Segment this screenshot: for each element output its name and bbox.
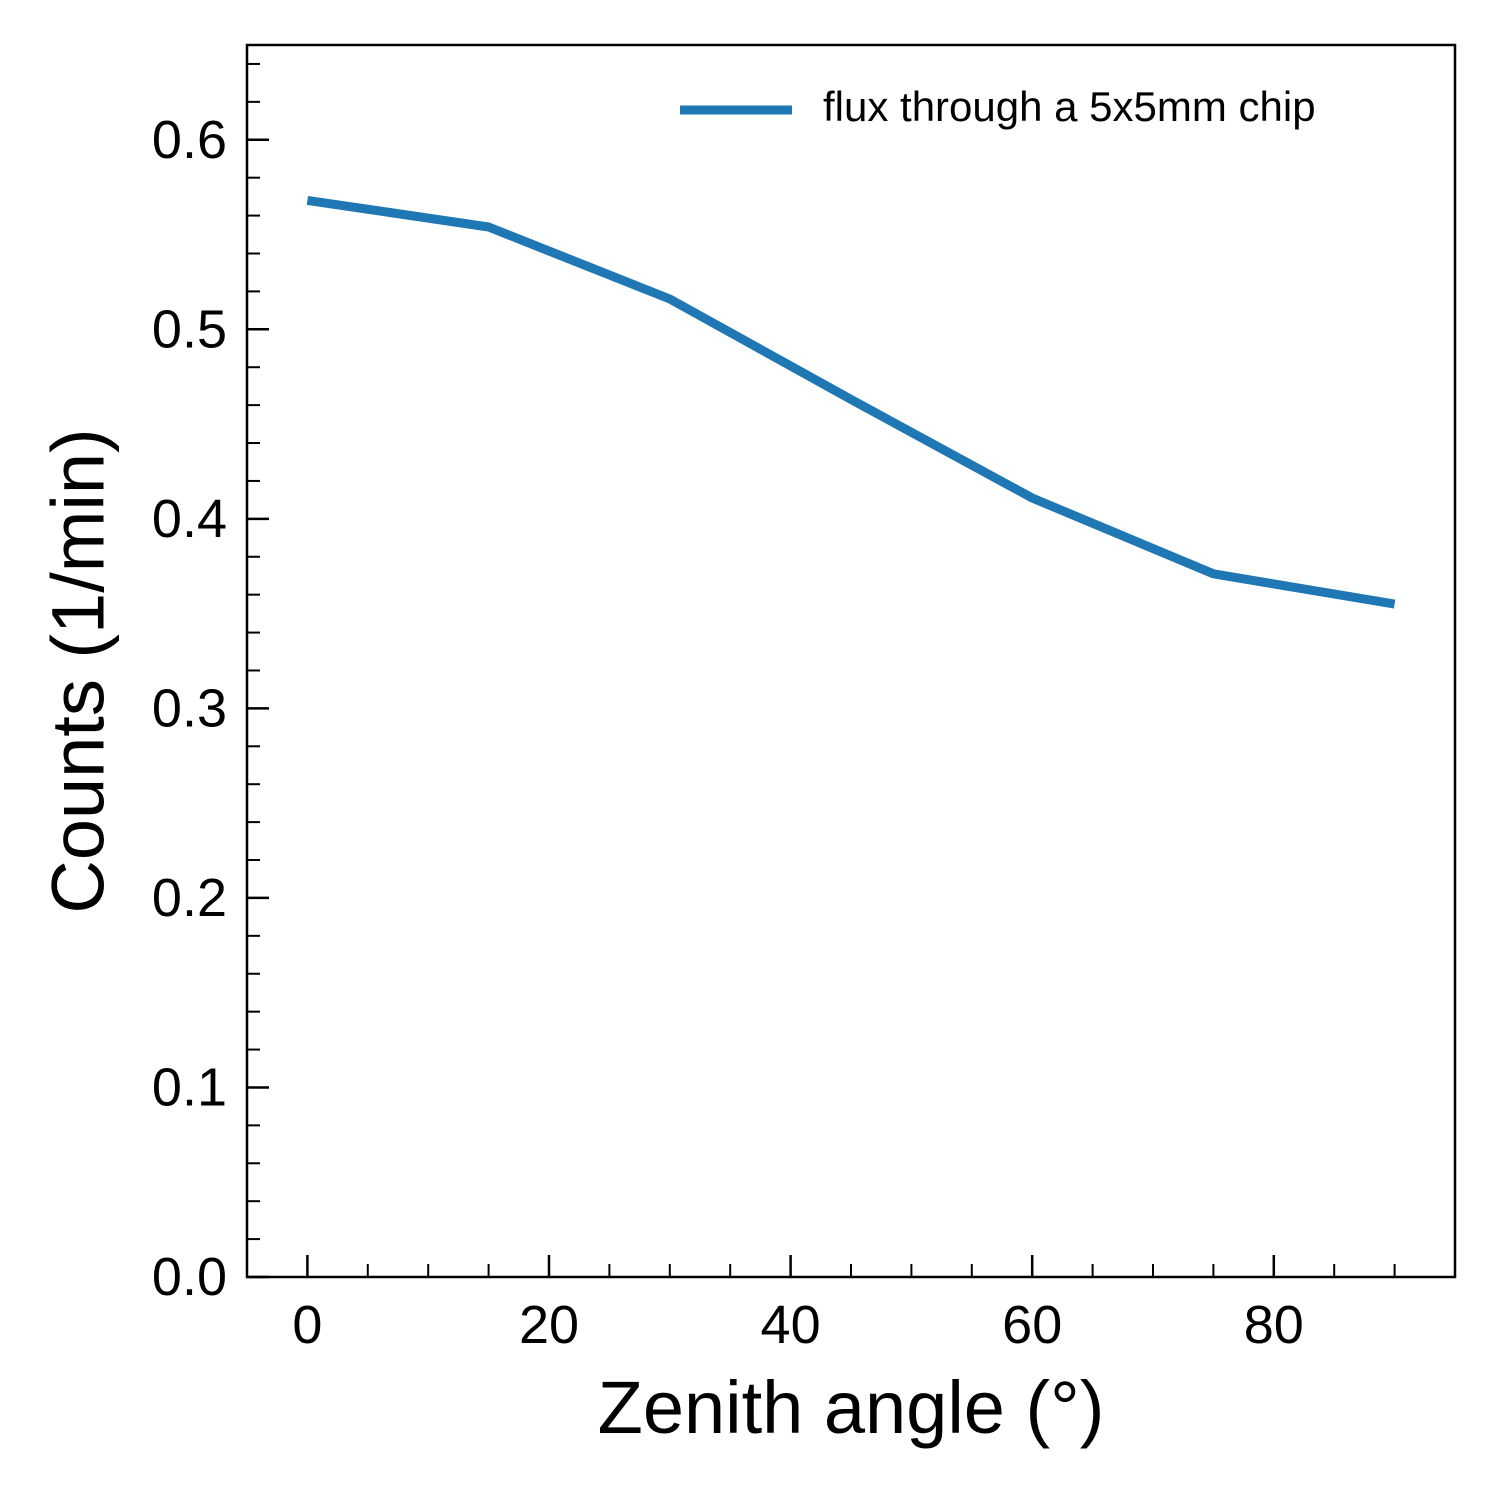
x-tick-label: 80 xyxy=(1244,1295,1304,1355)
y-tick-label: 0.0 xyxy=(152,1247,227,1307)
y-axis-title: Counts (1/min) xyxy=(37,428,120,913)
y-tick-label: 0.5 xyxy=(152,299,227,359)
minor-ticks xyxy=(246,62,1456,1277)
x-axis-title: Zenith angle (°) xyxy=(598,1366,1105,1449)
y-tick-labels: 0.0 0.1 0.2 0.3 0.4 0.5 0.6 xyxy=(152,110,227,1307)
legend: flux through a 5x5mm chip xyxy=(680,83,1316,130)
y-tick-label: 0.6 xyxy=(152,110,227,170)
plot-frame xyxy=(245,43,1457,1279)
x-tick-labels: 0 20 40 60 80 xyxy=(292,1295,1303,1355)
major-ticks xyxy=(247,138,1276,1279)
legend-label: flux through a 5x5mm chip xyxy=(823,83,1316,130)
x-tick-label: 0 xyxy=(292,1295,322,1355)
y-tick-label: 0.3 xyxy=(152,678,227,738)
y-tick-label: 0.1 xyxy=(152,1057,227,1117)
y-tick-label: 0.4 xyxy=(152,489,227,549)
x-tick-label: 20 xyxy=(519,1295,579,1355)
y-tick-label: 0.2 xyxy=(152,868,227,928)
x-tick-label: 40 xyxy=(761,1295,821,1355)
x-tick-label: 60 xyxy=(1002,1295,1062,1355)
series-line xyxy=(306,195,1396,609)
series-layer xyxy=(306,195,1396,609)
